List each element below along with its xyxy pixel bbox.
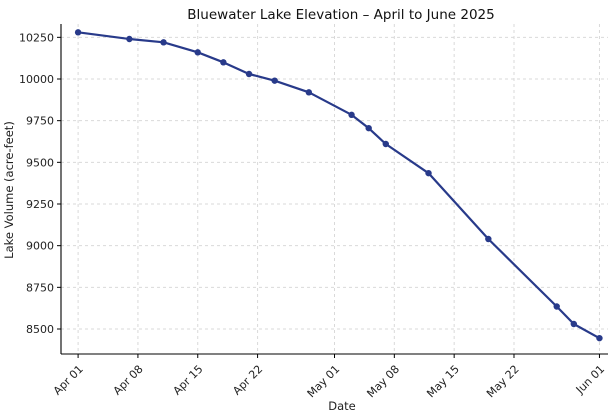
y-tick-label-4: 9500 (26, 156, 54, 169)
y-axis-title: Lake Volume (acre-feet) (2, 121, 16, 259)
data-point-11 (425, 169, 432, 177)
data-point-14 (570, 320, 578, 328)
series-layer (74, 29, 603, 342)
x-tick-label-1: Apr 08 (111, 363, 146, 398)
data-point-7 (305, 89, 313, 96)
data-point-0 (74, 29, 82, 36)
x-tick-label-7: May 22 (484, 363, 522, 401)
series-line-0 (76, 31, 601, 340)
y-tick-label-0: 8500 (26, 323, 54, 336)
data-point-13 (553, 303, 560, 310)
data-point-9 (365, 124, 372, 132)
x-tick-label-3: Apr 22 (230, 363, 265, 398)
data-point-12 (485, 235, 492, 243)
x-axis-title: Date (328, 399, 356, 413)
data-point-8 (348, 111, 355, 119)
x-tick-label-4: May 01 (305, 363, 343, 401)
x-tick-label-2: Apr 15 (171, 363, 206, 398)
y-tick-label-6: 10000 (19, 73, 54, 86)
y-tick-label-7: 10250 (19, 31, 54, 44)
x-tick-label-8: Jun 01 (573, 363, 607, 397)
data-point-3 (194, 49, 201, 56)
chart-title: Bluewater Lake Elevation – April to June… (187, 7, 494, 23)
y-tick-label-1: 8750 (26, 281, 54, 294)
grid-layer (61, 24, 608, 354)
y-tick-label-3: 9250 (26, 198, 54, 211)
data-point-10 (382, 140, 389, 148)
y-tick-label-5: 9750 (26, 115, 54, 128)
x-tick-label-0: Apr 01 (51, 363, 86, 398)
data-point-6 (271, 77, 278, 84)
data-point-2 (160, 39, 167, 46)
x-tick-label-6: May 15 (424, 363, 462, 401)
x-tick-label-5: May 08 (364, 363, 402, 401)
data-point-15 (596, 334, 603, 342)
data-point-5 (245, 70, 253, 78)
data-point-4 (220, 59, 227, 66)
y-tick-label-2: 9000 (26, 240, 54, 253)
axis-layer: 8500 8750 9000 9250 9500 9750 10000 10250 Apr 01… (19, 24, 608, 400)
data-point-1 (126, 35, 133, 43)
